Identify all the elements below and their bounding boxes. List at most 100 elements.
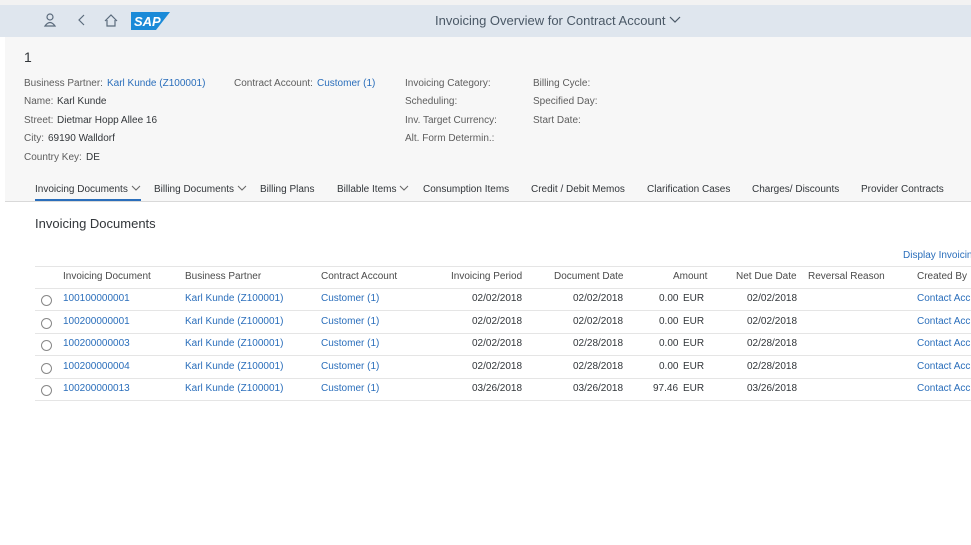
cell-account[interactable]: Customer (1) — [321, 383, 379, 394]
cell-created-by[interactable]: Contact Acc — [917, 383, 970, 394]
cell-doc-date: 02/28/2018 — [573, 361, 623, 372]
field-label: Contract Account: — [234, 78, 313, 89]
row-divider — [35, 355, 971, 356]
tab[interactable]: Clarification Cases — [647, 184, 730, 195]
menu-chevron — [237, 184, 247, 192]
column-header: Reversal Reason — [808, 271, 885, 282]
cell-partner[interactable]: Karl Kunde (Z100001) — [185, 338, 283, 349]
row-radio[interactable] — [41, 318, 52, 329]
tab-label: Credit / Debit Memos — [531, 184, 625, 195]
field-label: Street: — [24, 115, 53, 126]
cell-due-date: 02/02/2018 — [747, 293, 797, 304]
field-value[interactable]: Karl Kunde (Z100001) — [107, 78, 205, 89]
field-value: 69190 Walldorf — [48, 133, 115, 144]
cell-currency: EUR — [683, 293, 704, 304]
cell-created-by[interactable]: Contact Acc — [917, 361, 970, 372]
cell-created-by[interactable]: Contact Acc — [917, 316, 970, 327]
cell-created-by[interactable]: Contact Acc — [917, 293, 970, 304]
field-value[interactable]: Customer (1) — [317, 78, 375, 89]
tab[interactable]: Invoicing Documents — [35, 184, 141, 195]
cell-account[interactable]: Customer (1) — [321, 338, 379, 349]
column-header: Document Date — [554, 271, 623, 282]
tab-label: Billable Items — [337, 184, 396, 195]
cell-document[interactable]: 100200000004 — [63, 361, 130, 372]
column-header: Invoicing Period — [451, 271, 522, 282]
field-label: Country Key: — [24, 152, 82, 163]
tab[interactable]: Billing Plans — [260, 184, 314, 195]
cell-account[interactable]: Customer (1) — [321, 361, 379, 372]
cell-amount: 0.00 — [659, 338, 678, 349]
section-action[interactable]: Display Invoicin — [903, 250, 971, 261]
field-label: Invoicing Category: — [405, 78, 491, 89]
field-value: DE — [86, 152, 100, 163]
table-header-line — [35, 266, 971, 267]
cell-due-date: 02/02/2018 — [747, 316, 797, 327]
cell-amount: 97.46 — [653, 383, 678, 394]
cell-due-date: 02/28/2018 — [747, 361, 797, 372]
column-header: Net Due Date — [736, 271, 797, 282]
header-title: 1 — [24, 49, 32, 65]
cell-period: 02/02/2018 — [472, 338, 522, 349]
row-divider — [35, 333, 971, 334]
shell-title[interactable]: Invoicing Overview for Contract Account — [435, 13, 681, 28]
cell-partner[interactable]: Karl Kunde (Z100001) — [185, 383, 283, 394]
section-title: Invoicing Documents — [35, 216, 156, 231]
row-divider — [35, 310, 971, 311]
tab[interactable]: Provider Contracts — [861, 184, 944, 195]
cell-period: 02/02/2018 — [472, 361, 522, 372]
row-divider — [35, 288, 971, 289]
cell-due-date: 03/26/2018 — [747, 383, 797, 394]
column-header: Contract Account — [321, 271, 397, 282]
field-label: Specified Day: — [533, 96, 597, 107]
cell-document[interactable]: 100200000001 — [63, 316, 130, 327]
cell-created-by[interactable]: Contact Acc — [917, 338, 970, 349]
back-icon[interactable] — [79, 15, 84, 25]
field-label: Billing Cycle: — [533, 78, 590, 89]
cell-currency: EUR — [683, 383, 704, 394]
tab[interactable]: Credit / Debit Memos — [531, 184, 625, 195]
shell-bar: SAP Invoicing Overview for Contract Acco… — [0, 0, 971, 37]
cell-account[interactable]: Customer (1) — [321, 316, 379, 327]
cell-partner[interactable]: Karl Kunde (Z100001) — [185, 361, 283, 372]
cell-document[interactable]: 100200000013 — [63, 383, 130, 394]
row-radio[interactable] — [41, 363, 52, 374]
cell-document[interactable]: 100200000003 — [63, 338, 130, 349]
sap-logo-text: SAP — [134, 14, 161, 29]
field-label: City: — [24, 133, 44, 144]
cell-partner[interactable]: Karl Kunde (Z100001) — [185, 316, 283, 327]
row-radio[interactable] — [41, 295, 52, 306]
cell-doc-date: 03/26/2018 — [573, 383, 623, 394]
cell-due-date: 02/28/2018 — [747, 338, 797, 349]
tab-label: Provider Contracts — [861, 184, 944, 195]
cell-amount: 0.00 — [659, 316, 678, 327]
tab-label: Charges/ Discounts — [752, 184, 839, 195]
row-divider — [35, 400, 971, 401]
tab[interactable]: Consumption Items — [423, 184, 509, 195]
row-divider — [35, 378, 971, 379]
cell-period: 02/02/2018 — [472, 293, 522, 304]
shell-title-text: Invoicing Overview for Contract Account — [435, 13, 666, 28]
shell-icons: SAP — [0, 5, 180, 37]
cell-currency: EUR — [683, 316, 704, 327]
cell-document[interactable]: 100100000001 — [63, 293, 130, 304]
home-icon[interactable] — [105, 15, 117, 26]
field-label: Inv. Target Currency: — [405, 115, 497, 126]
tab[interactable]: Charges/ Discounts — [752, 184, 839, 195]
tab-label: Billing Plans — [260, 184, 314, 195]
cell-doc-date: 02/02/2018 — [573, 293, 623, 304]
user-icon[interactable] — [47, 14, 53, 20]
field-label: Business Partner: — [24, 78, 103, 89]
field-label: Alt. Form Determin.: — [405, 133, 494, 144]
tab[interactable]: Billing Documents — [154, 184, 247, 195]
row-radio[interactable] — [41, 340, 52, 351]
cell-period: 03/26/2018 — [472, 383, 522, 394]
row-radio[interactable] — [41, 385, 52, 396]
cell-partner[interactable]: Karl Kunde (Z100001) — [185, 293, 283, 304]
cell-currency: EUR — [683, 338, 704, 349]
field-value: Dietmar Hopp Allee 16 — [57, 115, 157, 126]
cell-period: 02/02/2018 — [472, 316, 522, 327]
cell-doc-date: 02/28/2018 — [573, 338, 623, 349]
cell-account[interactable]: Customer (1) — [321, 293, 379, 304]
tab[interactable]: Billable Items — [337, 184, 409, 195]
column-header: Created By — [917, 271, 967, 282]
